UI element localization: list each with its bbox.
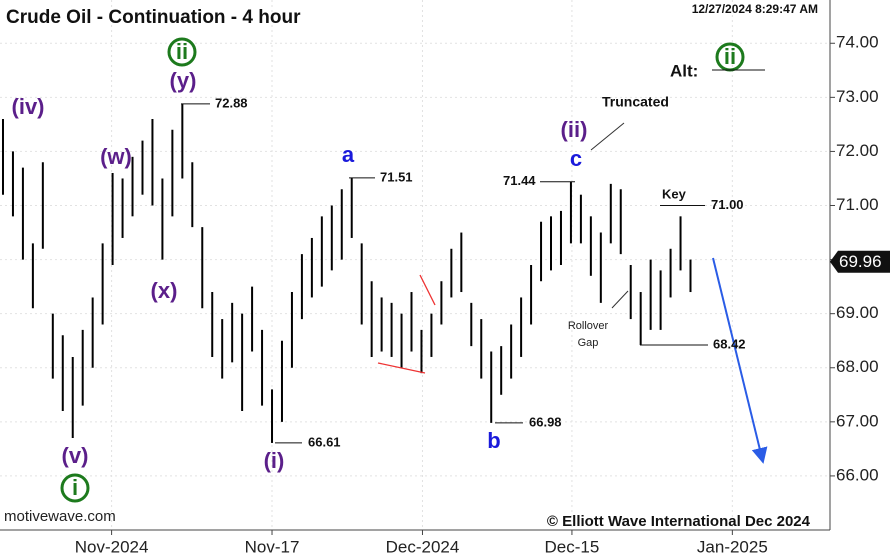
x-tick-label: Nov-2024 [75,537,149,556]
wave-label: (ii) [561,117,588,142]
note: Key [662,186,687,201]
wave-label: (v) [62,443,89,468]
channel-line [419,274,436,306]
grid [0,0,835,535]
note: Truncated [602,94,669,110]
note: Alt: [670,61,698,80]
source: motivewave.com [4,508,116,525]
timestamp: 12/27/2024 8:29:47 AM [692,2,818,16]
wave-circle [167,37,197,67]
wave-label: (w) [100,144,132,169]
level-label: 66.61 [308,434,341,449]
wave-label: b [487,428,500,453]
y-tick-label: 68.00 [836,357,879,376]
x-tick-label: Nov-17 [245,537,300,556]
wave-label: (x) [151,278,178,303]
wave-label: a [342,142,355,167]
y-tick-label: 71.00 [836,195,879,214]
wave-circle [60,473,90,503]
projection-arrow [712,257,768,464]
annotations: 72.88 71.51 71.44 71.00 68.42 66.61 66.98 [181,95,746,449]
level-label: 68.42 [713,336,746,351]
y-tick-label: 67.00 [836,411,879,430]
wave-label: ii [724,44,736,69]
note-line [590,122,625,151]
last-price: 69.96 [839,252,882,271]
level-label: 66.98 [529,414,562,429]
y-tick-label: 73.00 [836,87,879,106]
y-tick-label: 74.00 [836,33,879,52]
wave-label: (i) [264,448,285,473]
chart-title: Crude Oil - Continuation - 4 hour [6,7,301,28]
wave-label: ii [176,39,188,64]
note: Gap [578,337,599,349]
copyright: © Elliott Wave International Dec 2024 [547,513,811,530]
y-tick-label: 69.00 [836,303,879,322]
level-label: 71.51 [380,169,413,184]
y-tick-label: 72.00 [836,141,879,160]
wave-label: c [570,146,582,171]
level-label: 71.00 [711,197,744,212]
x-tick-label: Dec-15 [545,537,600,556]
price-bars [1,103,692,443]
x-tick-label: Dec-2024 [386,537,460,556]
note: Rollover [568,320,609,332]
wave-label: i [72,475,78,500]
last-price-box [830,250,890,273]
note-line [611,290,629,309]
wave-label: (y) [170,68,197,93]
level-label: 71.44 [503,173,536,188]
channel-line [377,362,426,374]
level-label: 72.88 [215,95,248,110]
x-tick-label: Jan-2025 [697,537,768,556]
y-tick-label: 66.00 [836,465,879,484]
wave-label: (iv) [12,94,45,119]
